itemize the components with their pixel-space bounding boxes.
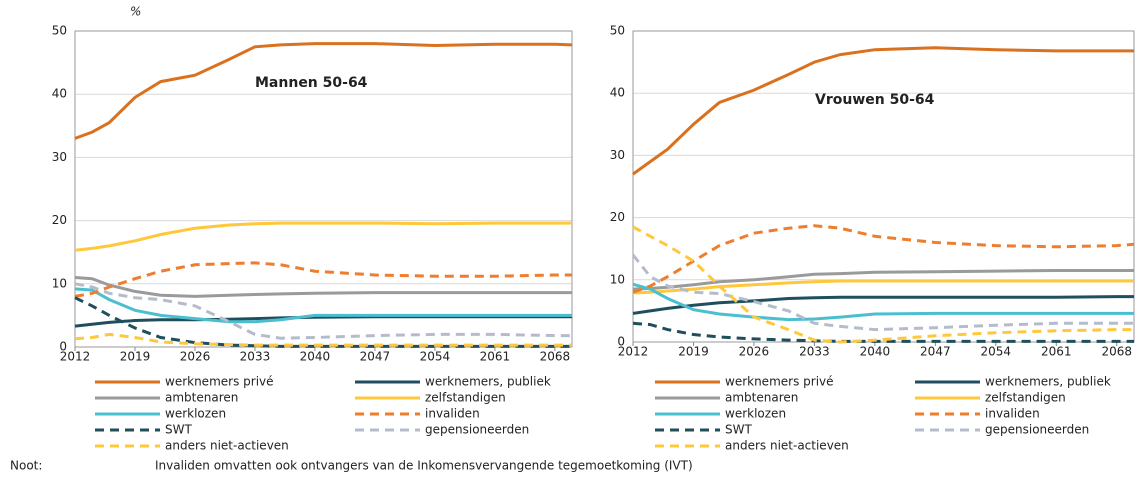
legend-label: werknemers, publiek	[425, 375, 551, 389]
legend-label: SWT	[725, 423, 752, 437]
y-tick-label: 10	[610, 272, 625, 286]
y-tick-label: 30	[52, 150, 67, 164]
legend-label: invaliden	[425, 407, 480, 421]
series-line	[632, 282, 1134, 322]
x-tick-label: 2012	[618, 345, 649, 359]
series-line	[74, 276, 572, 298]
legend-label: gepensioneerden	[985, 423, 1089, 437]
legend-label: zelfstandigen	[425, 391, 506, 405]
note-label: Noot:	[10, 459, 42, 473]
x-tick-label: 2012	[60, 350, 91, 364]
x-tick-label: 2047	[360, 350, 391, 364]
y-tick-label: 10	[52, 276, 67, 290]
legend-label: werknemers privé	[165, 375, 274, 389]
y-axis-label: %	[130, 5, 141, 19]
legend-label: werknemers privé	[725, 375, 834, 389]
series-line	[632, 269, 1134, 291]
legend-label: zelfstandigen	[985, 391, 1066, 405]
series-line	[74, 287, 572, 324]
series-line	[632, 46, 1134, 176]
legend-label: werklozen	[165, 407, 226, 421]
legend-label: ambtenaren	[725, 391, 798, 405]
x-tick-label: 2054	[420, 350, 451, 364]
note-text: Invaliden omvatten ook ontvangers van de…	[155, 459, 693, 473]
series-line	[74, 282, 572, 340]
series-line	[631, 253, 1134, 332]
y-tick-label: 20	[610, 210, 625, 224]
y-tick-label: 30	[610, 148, 625, 162]
legend-label: anders niet-actieven	[725, 439, 849, 453]
legend-label: werknemers, publiek	[985, 375, 1111, 389]
x-tick-label: 2068	[1101, 345, 1132, 359]
series-line	[74, 42, 573, 140]
x-tick-label: 2047	[920, 345, 951, 359]
x-tick-label: 2061	[1041, 345, 1072, 359]
y-tick-label: 40	[52, 87, 67, 101]
y-tick-label: 50	[52, 24, 67, 38]
x-tick-label: 2033	[240, 350, 271, 364]
series-line	[74, 315, 572, 328]
x-tick-label: 2026	[180, 350, 211, 364]
x-tick-label: 2026	[739, 345, 770, 359]
y-tick-label: 20	[52, 213, 67, 227]
x-tick-label: 2068	[540, 350, 571, 364]
series-line	[632, 295, 1134, 315]
legend-label: gepensioneerden	[425, 423, 529, 437]
x-tick-label: 2019	[678, 345, 709, 359]
x-tick-label: 2033	[799, 345, 830, 359]
series-line	[74, 221, 572, 252]
series-line	[632, 279, 1134, 295]
series-line	[632, 224, 1135, 294]
x-tick-label: 2019	[120, 350, 151, 364]
series-line	[74, 261, 572, 298]
plot-frame	[632, 30, 1135, 343]
annotation: Mannen 50-64	[255, 75, 368, 91]
x-tick-label: 2061	[480, 350, 511, 364]
y-tick-label: 0	[59, 340, 67, 354]
y-tick-label: 50	[610, 24, 625, 38]
legend-label: SWT	[165, 423, 192, 437]
x-tick-label: 2054	[981, 345, 1012, 359]
annotation: Vrouwen 50-64	[815, 92, 935, 108]
legend-label: invaliden	[985, 407, 1040, 421]
series-line	[632, 225, 1134, 344]
x-tick-label: 2040	[860, 345, 891, 359]
x-tick-label: 2040	[300, 350, 331, 364]
series-line	[74, 332, 572, 347]
legend-label: werklozen	[725, 407, 786, 421]
series-line	[74, 296, 572, 348]
legend-label: anders niet-actieven	[165, 439, 289, 453]
y-tick-label: 0	[617, 335, 625, 349]
legend-label: ambtenaren	[165, 391, 238, 405]
y-tick-label: 40	[610, 86, 625, 100]
